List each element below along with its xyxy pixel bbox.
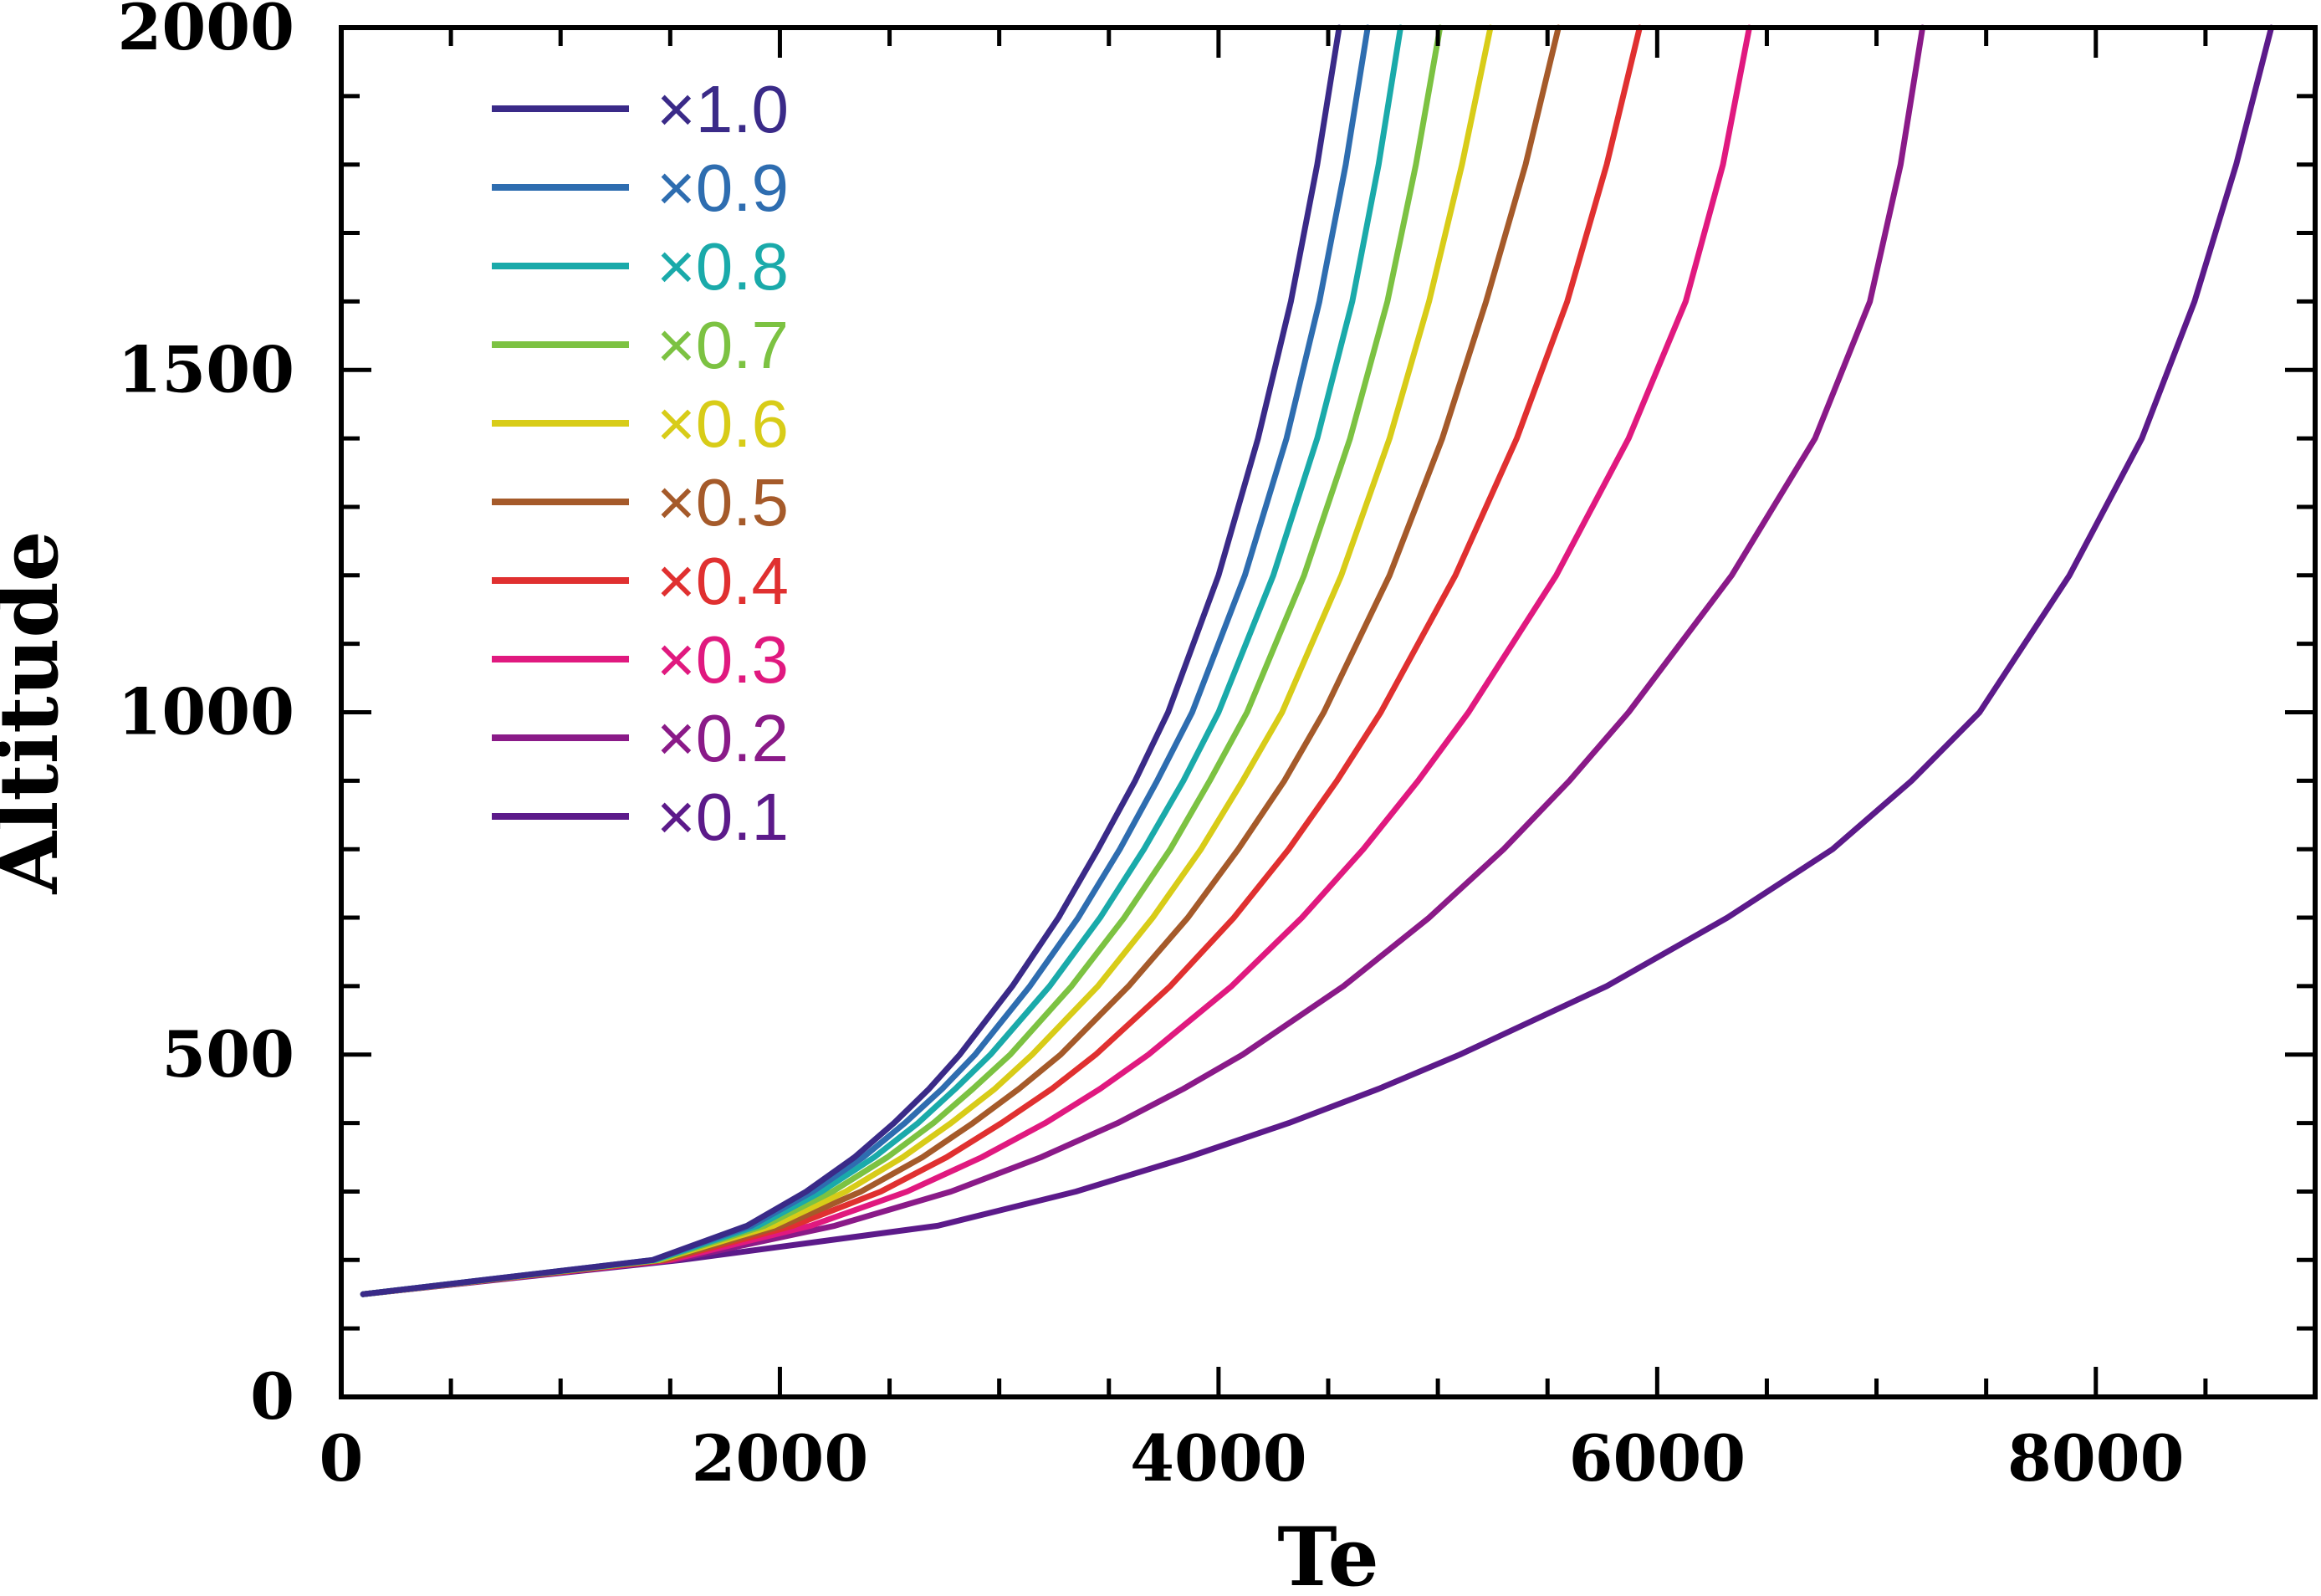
- y-tick-label: 1000: [117, 675, 294, 749]
- legend-label: ×0.8: [657, 229, 789, 304]
- x-tick-label: 4000: [1130, 1421, 1307, 1496]
- series-lines: [360, 24, 2275, 1297]
- legend-label: ×0.7: [657, 308, 789, 382]
- legend-label: ×0.2: [657, 701, 789, 775]
- series-line: [360, 24, 1371, 1297]
- plot-frame: [339, 25, 2318, 1399]
- y-tick-label: 0: [250, 1359, 294, 1434]
- y-tick-label: 1500: [117, 332, 294, 407]
- series-line: [360, 24, 1444, 1297]
- axis-ticks: [339, 25, 2318, 1399]
- y-tick-label: 2000: [117, 0, 294, 64]
- x-tick-label: 2000: [692, 1421, 869, 1496]
- x-tick-label: 6000: [1569, 1421, 1746, 1496]
- legend-label: ×1.0: [657, 72, 789, 146]
- x-axis-title: Te: [1277, 1510, 1379, 1596]
- legend-label: ×0.9: [657, 151, 789, 225]
- y-axis-title: Altitude: [0, 530, 76, 894]
- series-line: [360, 24, 2275, 1297]
- series-line: [360, 24, 1562, 1297]
- legend: ×1.0×0.9×0.8×0.7×0.6×0.5×0.4×0.3×0.2×0.1: [492, 72, 789, 854]
- y-tick-label: 500: [161, 1017, 294, 1092]
- x-tick-label: 0: [320, 1421, 364, 1496]
- series-line: [360, 24, 1494, 1297]
- series-line: [360, 24, 1342, 1297]
- x-tick-label: 8000: [2007, 1421, 2185, 1496]
- legend-label: ×0.5: [657, 465, 789, 540]
- legend-label: ×0.4: [657, 544, 789, 618]
- series-line: [360, 24, 1403, 1297]
- series-line: [360, 24, 1752, 1297]
- series-line: [360, 24, 1643, 1297]
- legend-label: ×0.1: [657, 780, 789, 854]
- series-line: [360, 24, 1926, 1297]
- y-tick-labels: 0 500 1000 1500 2000: [117, 0, 294, 1434]
- legend-label: ×0.6: [657, 386, 789, 461]
- legend-label: ×0.3: [657, 622, 789, 697]
- x-tick-labels: 0 2000 4000 6000 8000: [320, 1421, 2185, 1496]
